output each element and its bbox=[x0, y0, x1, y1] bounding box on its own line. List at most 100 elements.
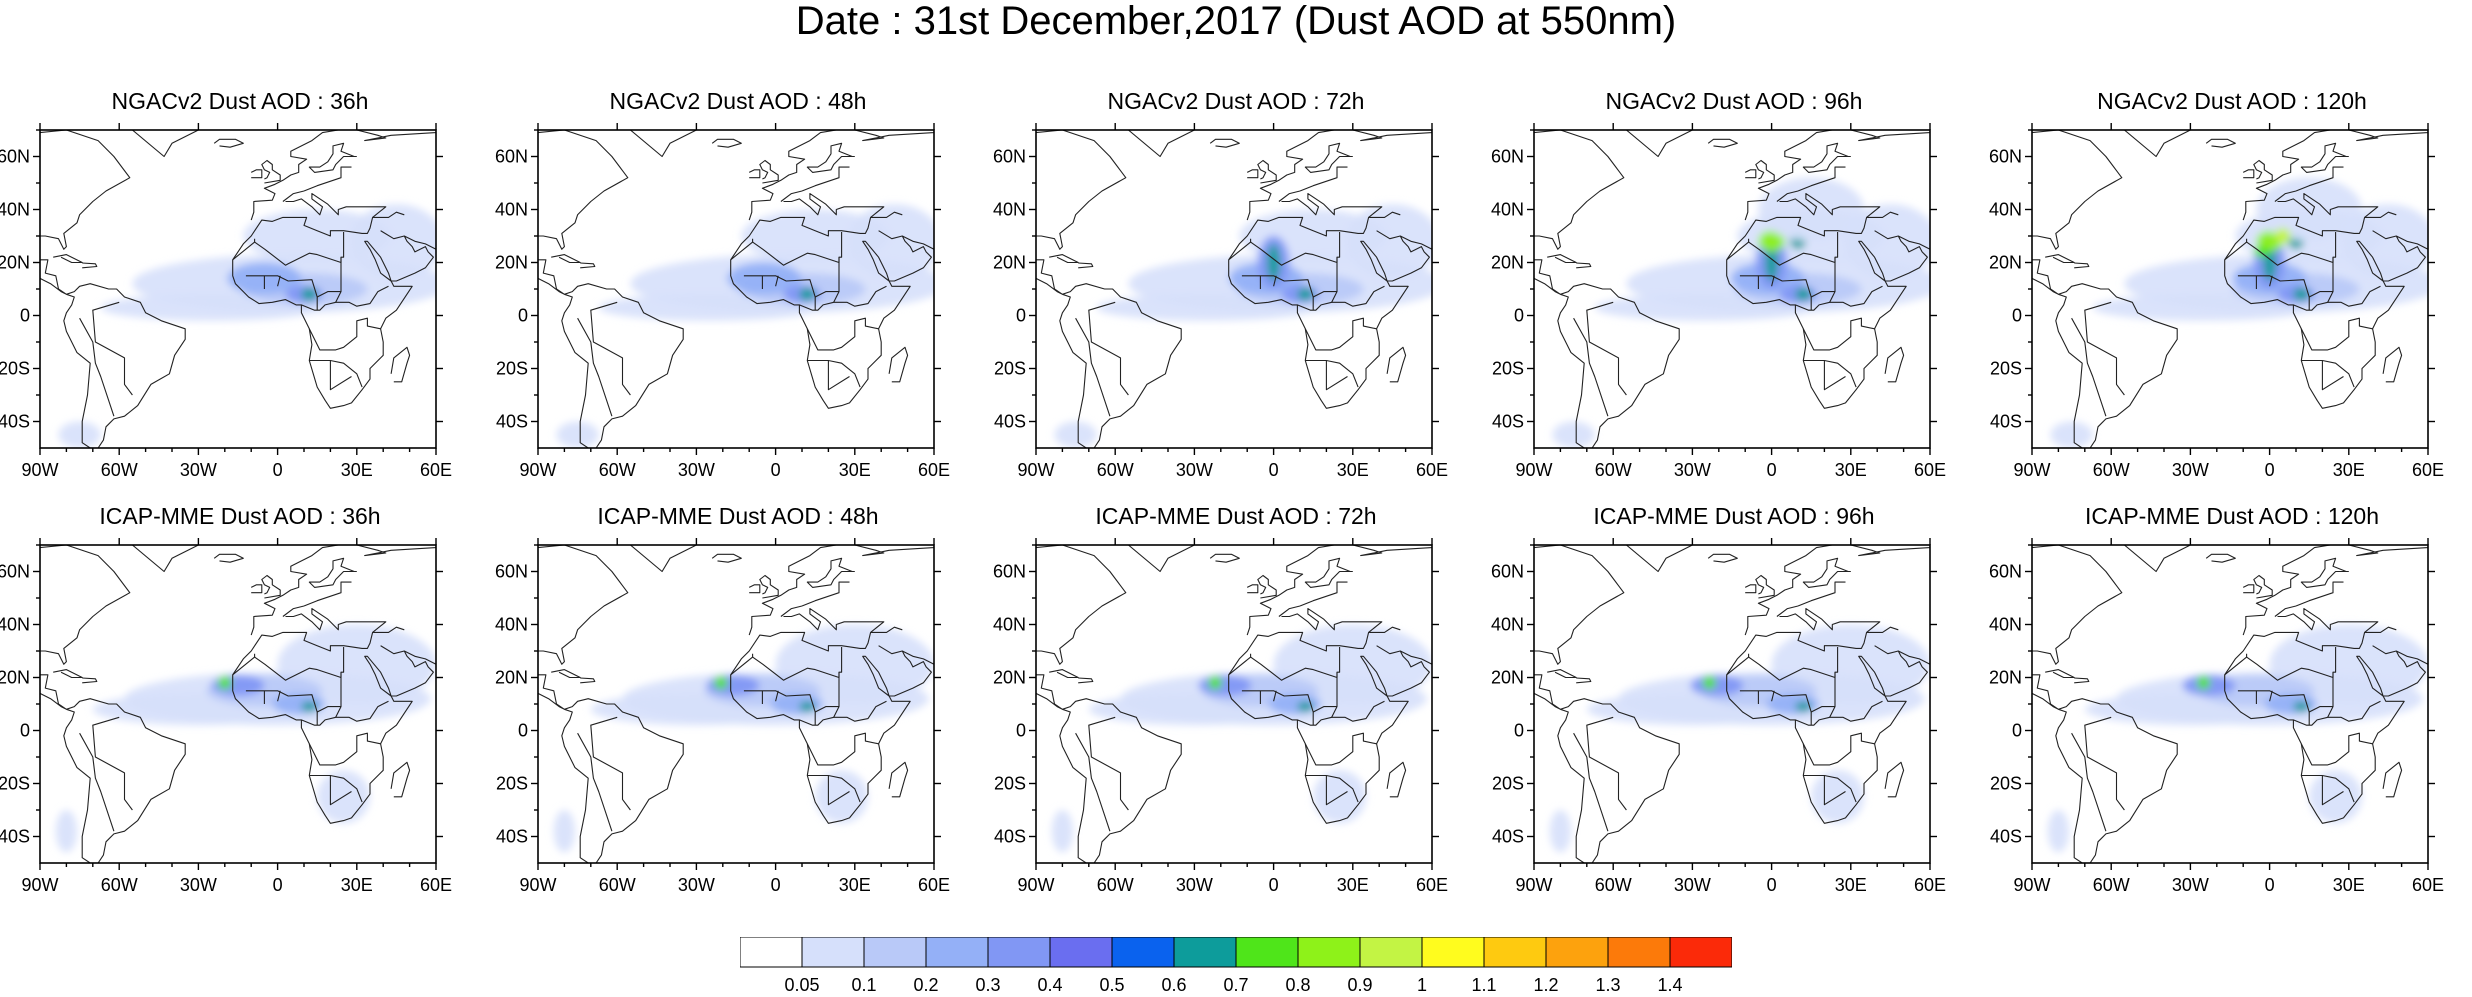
svg-text:40N: 40N bbox=[1989, 200, 2022, 220]
svg-text:40S: 40S bbox=[0, 412, 30, 432]
svg-text:40N: 40N bbox=[0, 615, 30, 635]
panel-title: ICAP-MME Dust AOD : 72h bbox=[1095, 503, 1377, 529]
svg-text:60E: 60E bbox=[1416, 875, 1448, 895]
dust-map: 90W 60W 30W 0 30E 60E 60N 40N 20N 0 20S 40S bbox=[993, 123, 1448, 480]
svg-text:60W: 60W bbox=[2093, 460, 2130, 480]
svg-text:20S: 20S bbox=[0, 774, 30, 794]
svg-text:60N: 60N bbox=[0, 562, 30, 582]
svg-text:20N: 20N bbox=[495, 253, 528, 273]
colorbar-swatch bbox=[863, 937, 927, 968]
dust-map: 90W 60W 30W 0 30E 60E 60N 40N 20N 0 20S 40S bbox=[0, 123, 452, 480]
svg-text:60N: 60N bbox=[1491, 147, 1524, 167]
panel-title: NGACv2 Dust AOD : 36h bbox=[111, 88, 369, 114]
svg-text:60N: 60N bbox=[0, 147, 30, 167]
svg-text:0: 0 bbox=[273, 875, 283, 895]
svg-text:20S: 20S bbox=[994, 774, 1026, 794]
svg-text:30W: 30W bbox=[1176, 875, 1213, 895]
svg-text:90W: 90W bbox=[1515, 875, 1552, 895]
svg-text:0: 0 bbox=[1016, 721, 1026, 741]
svg-text:60N: 60N bbox=[993, 562, 1026, 582]
svg-text:30E: 30E bbox=[341, 460, 373, 480]
svg-text:60W: 60W bbox=[1595, 460, 1632, 480]
svg-text:0: 0 bbox=[2012, 721, 2022, 741]
svg-text:20S: 20S bbox=[994, 359, 1026, 379]
colorbar-label: 1 bbox=[1417, 975, 1427, 995]
map-panel-icap-120h: ICAP-MME Dust AOD : 120h 90W 60W 30W 0 30E 60E… bbox=[1989, 503, 2444, 895]
svg-text:0: 0 bbox=[2265, 875, 2275, 895]
colorbar: 0.05 0.1 0.2 0.3 0.4 0.5 0.6 0.7 0.8 0.9 1 1.1 1.2 1.… bbox=[740, 937, 1732, 995]
svg-text:40S: 40S bbox=[1990, 412, 2022, 432]
svg-text:20S: 20S bbox=[1492, 774, 1524, 794]
svg-text:20N: 20N bbox=[993, 253, 1026, 273]
svg-text:30W: 30W bbox=[1674, 460, 1711, 480]
colorbar-swatch bbox=[1483, 937, 1547, 968]
dust-map: 90W 60W 30W 0 30E 60E 60N 40N 20N 0 20S 40S bbox=[495, 538, 950, 895]
svg-text:60W: 60W bbox=[1097, 460, 1134, 480]
svg-text:60E: 60E bbox=[1914, 460, 1946, 480]
svg-text:30W: 30W bbox=[2172, 460, 2209, 480]
svg-text:20N: 20N bbox=[0, 253, 30, 273]
map-panel-ngac-36h: NGACv2 Dust AOD : 36h 90W 60W 30W 0 30E 60E 60N… bbox=[0, 88, 452, 480]
svg-text:30E: 30E bbox=[1835, 875, 1867, 895]
main-title: Date : 31st December,2017 (Dust AOD at 5… bbox=[795, 0, 1677, 43]
dust-map: 90W 60W 30W 0 30E 60E 60N 40N 20N 0 20S 40S bbox=[495, 123, 950, 480]
colorbar-label: 0.3 bbox=[975, 975, 1000, 995]
colorbar-swatch bbox=[1111, 937, 1175, 968]
svg-text:40S: 40S bbox=[1990, 827, 2022, 847]
svg-text:0: 0 bbox=[1514, 306, 1524, 326]
colorbar-swatch bbox=[1173, 937, 1237, 968]
svg-text:0: 0 bbox=[1016, 306, 1026, 326]
svg-text:0: 0 bbox=[1269, 460, 1279, 480]
svg-text:20S: 20S bbox=[1492, 359, 1524, 379]
svg-text:30E: 30E bbox=[2333, 875, 2365, 895]
svg-text:0: 0 bbox=[518, 721, 528, 741]
map-panel-icap-96h: ICAP-MME Dust AOD : 96h 90W 60W 30W 0 30E 60E 6… bbox=[1491, 503, 1946, 895]
svg-text:20S: 20S bbox=[1990, 774, 2022, 794]
svg-text:20N: 20N bbox=[993, 668, 1026, 688]
colorbar-label: 1.3 bbox=[1595, 975, 1620, 995]
svg-text:40S: 40S bbox=[496, 412, 528, 432]
svg-text:60W: 60W bbox=[1097, 875, 1134, 895]
svg-text:0: 0 bbox=[2265, 460, 2275, 480]
colorbar-label: 0.4 bbox=[1037, 975, 1062, 995]
colorbar-swatch bbox=[801, 937, 865, 968]
colorbar-label: 0.7 bbox=[1223, 975, 1248, 995]
svg-text:0: 0 bbox=[273, 460, 283, 480]
colorbar-swatch bbox=[1049, 937, 1113, 968]
svg-text:20N: 20N bbox=[0, 668, 30, 688]
colorbar-swatch bbox=[1235, 937, 1299, 968]
map-panel-icap-48h: ICAP-MME Dust AOD : 48h 90W 60W 30W 0 30E 60E 6… bbox=[495, 503, 950, 895]
svg-text:30W: 30W bbox=[2172, 875, 2209, 895]
panel-title: NGACv2 Dust AOD : 120h bbox=[2097, 88, 2367, 114]
svg-text:0: 0 bbox=[1514, 721, 1524, 741]
panel-title: ICAP-MME Dust AOD : 96h bbox=[1593, 503, 1875, 529]
svg-text:20S: 20S bbox=[496, 774, 528, 794]
panel-title: NGACv2 Dust AOD : 96h bbox=[1605, 88, 1863, 114]
colorbar-label: 0.5 bbox=[1099, 975, 1124, 995]
colorbar-swatch bbox=[1359, 937, 1423, 968]
svg-text:40N: 40N bbox=[1989, 615, 2022, 635]
svg-text:90W: 90W bbox=[1017, 875, 1054, 895]
svg-text:30E: 30E bbox=[1337, 460, 1369, 480]
svg-text:60W: 60W bbox=[1595, 875, 1632, 895]
svg-text:20S: 20S bbox=[496, 359, 528, 379]
panel-title: NGACv2 Dust AOD : 48h bbox=[609, 88, 867, 114]
svg-text:20S: 20S bbox=[1990, 359, 2022, 379]
svg-text:90W: 90W bbox=[1515, 460, 1552, 480]
svg-text:60E: 60E bbox=[420, 460, 452, 480]
svg-text:40N: 40N bbox=[993, 615, 1026, 635]
colorbar-swatch bbox=[1607, 937, 1671, 968]
colorbar-label: 0.2 bbox=[913, 975, 938, 995]
svg-text:60W: 60W bbox=[599, 460, 636, 480]
map-panel-ngac-120h: NGACv2 Dust AOD : 120h 90W 60W 30W 0 30E 60E 60… bbox=[1989, 88, 2444, 480]
svg-text:60E: 60E bbox=[2412, 875, 2444, 895]
svg-text:0: 0 bbox=[771, 875, 781, 895]
svg-text:20S: 20S bbox=[0, 359, 30, 379]
svg-text:60E: 60E bbox=[1914, 875, 1946, 895]
svg-text:40S: 40S bbox=[1492, 827, 1524, 847]
svg-text:20N: 20N bbox=[1989, 668, 2022, 688]
colorbar-swatch bbox=[1669, 937, 1732, 968]
dust-map: 90W 60W 30W 0 30E 60E 60N 40N 20N 0 20S 40S bbox=[1491, 538, 1946, 895]
svg-text:30W: 30W bbox=[1674, 875, 1711, 895]
svg-text:0: 0 bbox=[1269, 875, 1279, 895]
